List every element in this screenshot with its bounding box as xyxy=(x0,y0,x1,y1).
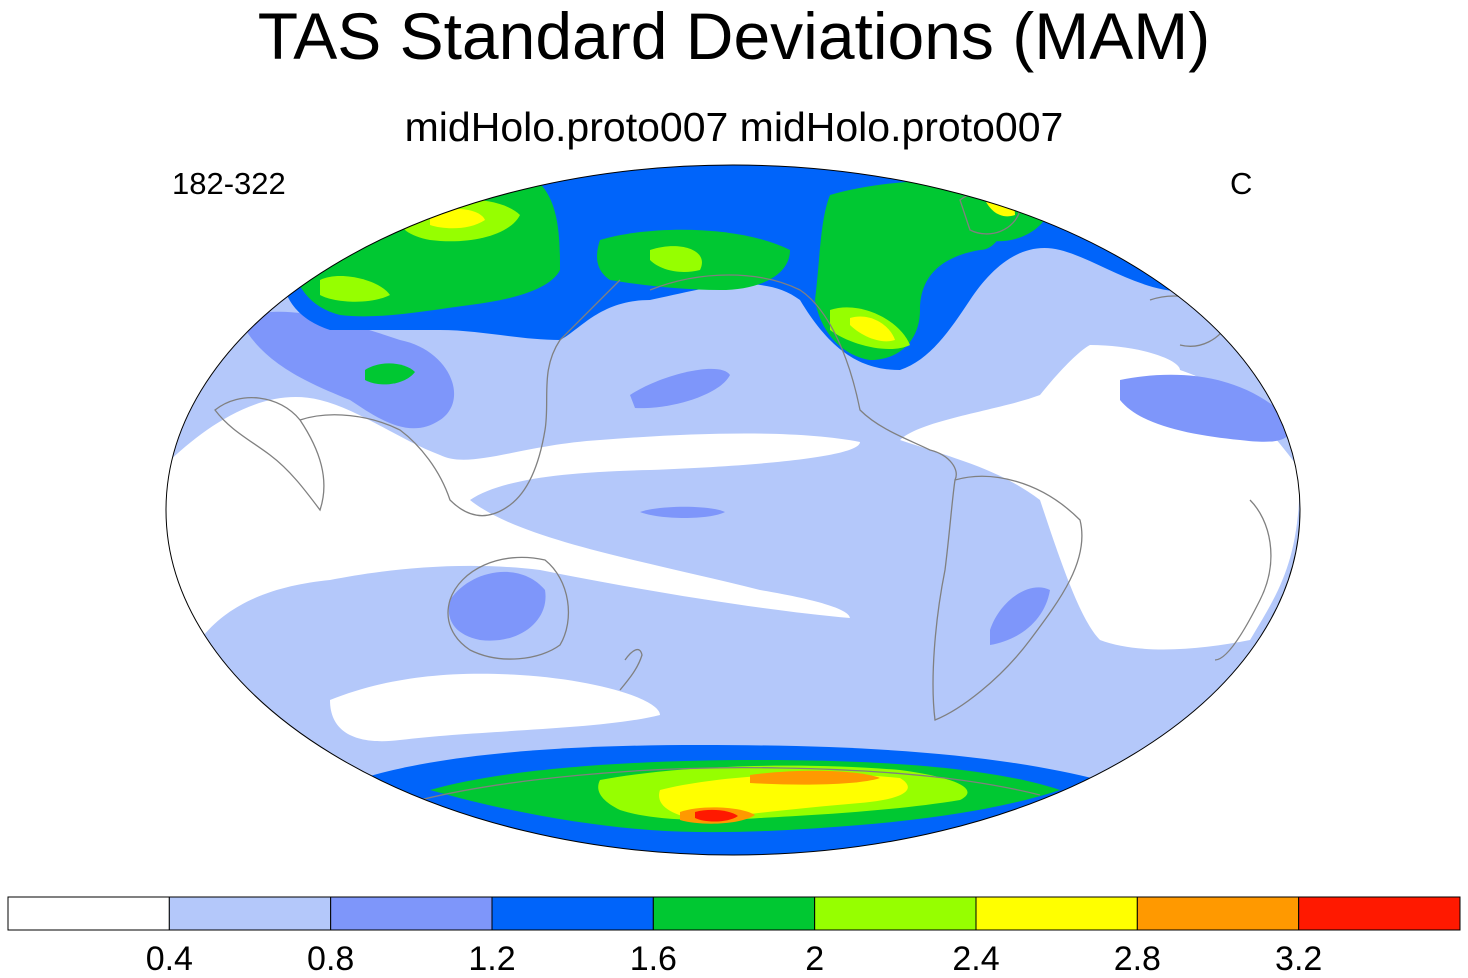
field-pacific-medium-2 xyxy=(640,506,725,518)
outline-eurasia-coast xyxy=(299,279,621,517)
period-label: 182-322 xyxy=(172,166,286,201)
field-north-lime-4 xyxy=(650,246,702,272)
field-southern-white xyxy=(330,673,660,742)
colorbar-box xyxy=(168,896,332,931)
colorbar-label: 0.4 xyxy=(146,940,193,978)
outline-africa-coast xyxy=(1214,499,1272,661)
field-north-lime-1 xyxy=(320,275,390,302)
field-south-red xyxy=(695,809,738,822)
field-tibet-green xyxy=(365,363,415,385)
chart-subtitle: midHolo.proto007 midHolo.proto007 xyxy=(404,104,1064,150)
colorbar-box xyxy=(7,896,170,931)
colorbar-box xyxy=(1136,896,1300,931)
colorbar-box xyxy=(652,896,816,931)
field-north-orange-1 xyxy=(415,197,433,209)
field-north-yellow-2 xyxy=(850,316,895,342)
colorbar-box xyxy=(814,896,977,931)
field-samerica-medium xyxy=(990,587,1050,645)
outline-new-zealand xyxy=(619,648,643,691)
chart-title: TAS Standard Deviations (MAM) xyxy=(257,0,1211,73)
units-label: C xyxy=(1230,166,1253,201)
colorbar-box xyxy=(1298,896,1461,931)
field-north-yellow-1 xyxy=(430,208,485,229)
colorbar: 0.4 0.8 1.2 1.6 2 2.4 2.8 3.2 xyxy=(7,896,1461,978)
field-atlantic-medium xyxy=(1120,374,1291,442)
world-map xyxy=(165,164,1301,856)
colorbar-label: 2 xyxy=(805,940,824,978)
colorbar-label: 1.6 xyxy=(630,940,677,978)
colorbar-label: 2.8 xyxy=(1114,940,1161,978)
field-south-orange-1 xyxy=(750,770,880,785)
outline-south-america xyxy=(932,475,1083,721)
outline-north-america xyxy=(649,274,957,481)
field-tropics-white-west xyxy=(166,397,860,640)
colorbar-label: 1.2 xyxy=(468,940,515,978)
colorbar-box xyxy=(975,896,1138,931)
outline-antarctica xyxy=(419,766,1041,801)
field-australia-medium xyxy=(448,571,546,641)
outline-asia xyxy=(214,397,325,512)
outline-australia xyxy=(447,556,570,660)
colorbar-label: 0.8 xyxy=(307,940,354,978)
colorbar-box xyxy=(491,896,654,931)
colorbar-label: 2.4 xyxy=(952,940,999,978)
colorbar-label: 3.2 xyxy=(1275,940,1322,978)
field-asia-medium xyxy=(240,311,455,429)
colorbar-box xyxy=(330,896,493,931)
field-pacific-medium-1 xyxy=(630,368,730,409)
map-border xyxy=(165,164,1301,856)
